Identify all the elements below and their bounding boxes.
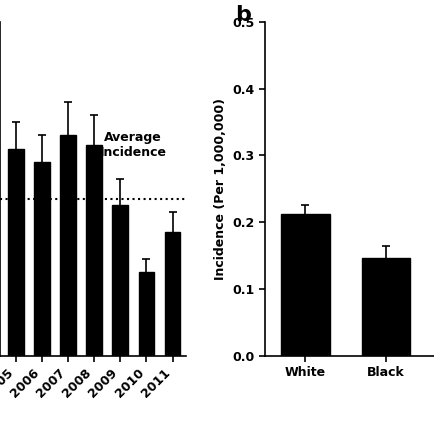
Bar xyxy=(60,135,76,356)
Bar xyxy=(164,232,181,356)
Y-axis label: Incidence (Per 1,000,000): Incidence (Per 1,000,000) xyxy=(214,98,227,280)
Text: Average
Incidence: Average Incidence xyxy=(100,131,167,159)
Text: b: b xyxy=(235,5,251,25)
Bar xyxy=(281,214,329,356)
Bar xyxy=(86,145,102,356)
Bar xyxy=(112,206,128,356)
Bar xyxy=(8,149,23,356)
Bar xyxy=(34,162,49,356)
Bar xyxy=(138,273,154,356)
Bar xyxy=(362,258,410,356)
